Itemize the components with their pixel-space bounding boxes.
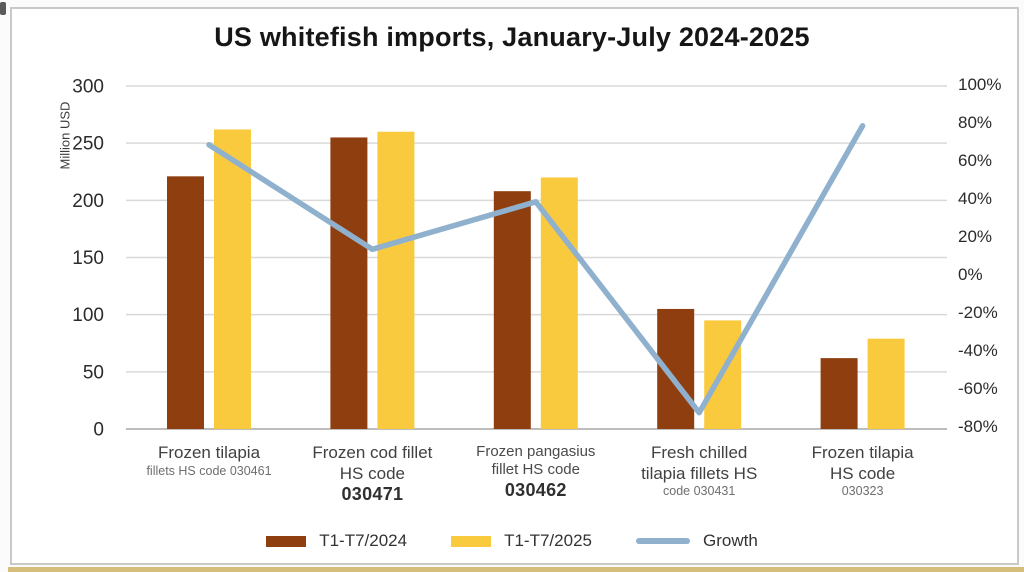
legend-item-Growth: Growth [635, 531, 758, 551]
right-axis-tick: 20% [958, 227, 992, 246]
left-axis-tick: 300 [72, 77, 104, 98]
legend-label: Growth [702, 531, 758, 550]
category-label-line: 030323 [841, 484, 884, 499]
category-label-1: Frozen tilapia fillets HS code 030461 [121, 443, 297, 479]
legend-label: T1-T7/2025 [504, 531, 592, 550]
category-label-2: Frozen cod fillet HS code 030471 [284, 443, 460, 506]
left-axis-tick: 100 [72, 305, 104, 326]
legend-item-T1-T7/2025: T1-T7/2025 [451, 531, 592, 551]
category-label-line: HS code [829, 463, 896, 483]
right-axis-tick: 80% [958, 113, 992, 132]
category-label-line: fillets HS code 030461 [146, 463, 272, 478]
category-label-4: Fresh chilled tilapia fillets HS code 0304… [611, 443, 787, 500]
category-label-line: 030462 [504, 479, 567, 500]
category-label-line: Frozen tilapia [811, 443, 914, 462]
left-axis-tick: 150 [72, 248, 104, 269]
legend-bar-swatch [266, 535, 307, 547]
category-label-line: Fresh chilled [651, 443, 748, 462]
category-label-line: 030471 [341, 484, 404, 505]
right-axis-tick: 100% [958, 75, 1001, 94]
corner-artifact [0, 2, 6, 15]
category-label-line: tilapia fillets HS [641, 463, 758, 483]
left-axis-tick: 250 [72, 134, 104, 155]
right-axis-tick: 60% [958, 151, 992, 170]
bar-T1-T7/2024-Frozen pangasius fillet HS code 030462 [493, 191, 531, 429]
legend-line-swatch [635, 538, 690, 544]
left-axis-tick: 200 [72, 191, 104, 212]
right-axis-tick: -40% [958, 341, 998, 360]
right-axis-tick: -20% [958, 303, 998, 322]
chart-title: US whitefish imports, January-July 2024-… [214, 22, 810, 52]
growth-line [206, 123, 866, 416]
left-axis-tick: 50 [83, 362, 104, 383]
right-axis-tick: 0% [958, 265, 983, 284]
bar-T1-T7/2025-Frozen cod fillet HS code 030471 [377, 131, 415, 429]
category-label-line: HS code [339, 463, 405, 483]
right-axis-tick: -60% [958, 379, 998, 398]
legend-item-T1-T7/2024: T1-T7/2024 [266, 531, 407, 551]
right-axis-tick: 40% [958, 189, 992, 208]
category-label-3: Frozen pangasius fillet HS code 030462 [448, 443, 624, 502]
bar-T1-T7/2024-Frozen tilapia HS code 030323 [820, 358, 858, 429]
bar-T1-T7/2025-Frozen tilapia HS code 030323 [867, 338, 905, 429]
category-label-line: code 030431 [663, 484, 736, 499]
bar-T1-T7/2024-Frozen tilapia fillets HS code 030461 [167, 176, 204, 429]
bar-T1-T7/2025-Frozen tilapia fillets HS code 030461 [214, 129, 251, 430]
bottom-strip [8, 567, 1024, 572]
category-label-line: fillet HS code [491, 461, 580, 479]
left-axis-tick: 0 [93, 420, 104, 441]
category-label-5: Frozen tilapia HS code 030323 [775, 443, 951, 500]
chart-legend: T1-T7/2024 T1-T7/2025 Growth [0, 528, 1024, 554]
right-axis-tick: -80% [958, 417, 998, 436]
category-label-line: Frozen cod fillet [312, 443, 433, 462]
category-label-line: Frozen tilapia [157, 443, 261, 462]
bar-T1-T7/2024-Frozen cod fillet HS code 030471 [330, 137, 368, 429]
category-label-line: Frozen pangasius [476, 443, 596, 460]
legend-bar-swatch [451, 535, 492, 547]
legend-label: T1-T7/2024 [319, 531, 408, 550]
